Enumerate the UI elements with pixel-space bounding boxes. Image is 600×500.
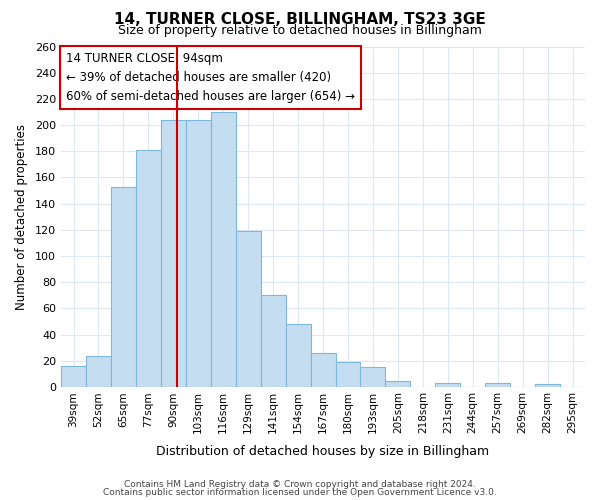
Bar	[236, 231, 260, 387]
Bar	[86, 356, 111, 387]
Text: Contains HM Land Registry data © Crown copyright and database right 2024.: Contains HM Land Registry data © Crown c…	[124, 480, 476, 489]
Bar	[161, 120, 186, 387]
Bar	[111, 186, 136, 387]
Bar	[286, 324, 311, 387]
Bar	[485, 383, 510, 387]
Text: 14, TURNER CLOSE, BILLINGHAM, TS23 3GE: 14, TURNER CLOSE, BILLINGHAM, TS23 3GE	[114, 12, 486, 28]
Bar	[436, 383, 460, 387]
Bar	[335, 362, 361, 387]
Bar	[211, 112, 236, 387]
X-axis label: Distribution of detached houses by size in Billingham: Distribution of detached houses by size …	[157, 444, 490, 458]
Bar	[186, 120, 211, 387]
Text: Contains public sector information licensed under the Open Government Licence v3: Contains public sector information licen…	[103, 488, 497, 497]
Bar	[61, 366, 86, 387]
Bar	[535, 384, 560, 387]
Bar	[136, 150, 161, 387]
Bar	[361, 368, 385, 387]
Text: Size of property relative to detached houses in Billingham: Size of property relative to detached ho…	[118, 24, 482, 37]
Text: 14 TURNER CLOSE: 94sqm
← 39% of detached houses are smaller (420)
60% of semi-de: 14 TURNER CLOSE: 94sqm ← 39% of detached…	[66, 52, 355, 102]
Y-axis label: Number of detached properties: Number of detached properties	[15, 124, 28, 310]
Bar	[311, 353, 335, 387]
Bar	[260, 296, 286, 387]
Bar	[385, 380, 410, 387]
